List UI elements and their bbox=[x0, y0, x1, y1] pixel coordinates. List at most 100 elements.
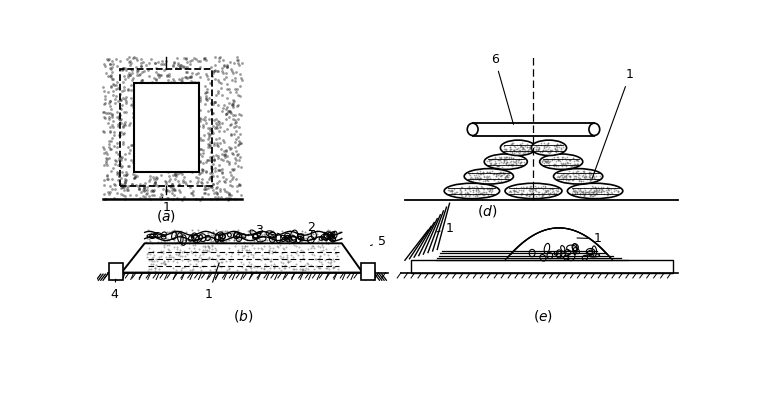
Point bbox=[584, 192, 596, 198]
Point bbox=[540, 148, 553, 155]
Point bbox=[172, 160, 184, 166]
Point bbox=[579, 126, 591, 133]
Point bbox=[526, 143, 538, 150]
Point bbox=[297, 251, 309, 258]
Point bbox=[540, 158, 553, 165]
Point bbox=[490, 263, 502, 270]
Point bbox=[321, 240, 334, 246]
Point bbox=[507, 158, 519, 164]
Point bbox=[587, 193, 599, 199]
Point bbox=[198, 132, 211, 138]
Point bbox=[147, 93, 160, 100]
Point bbox=[106, 69, 119, 76]
Point bbox=[101, 172, 113, 178]
Point bbox=[99, 196, 111, 202]
Point bbox=[214, 135, 226, 141]
Point bbox=[223, 178, 236, 185]
Point bbox=[136, 76, 148, 83]
Point bbox=[241, 237, 253, 244]
Point bbox=[513, 186, 525, 193]
Point bbox=[484, 157, 496, 164]
Point bbox=[119, 72, 131, 79]
Point bbox=[181, 112, 193, 119]
Point bbox=[264, 244, 276, 251]
Point bbox=[471, 185, 483, 192]
Point bbox=[207, 140, 220, 146]
Point bbox=[580, 174, 592, 181]
Point bbox=[116, 274, 128, 280]
Point bbox=[150, 256, 162, 262]
Point bbox=[564, 174, 576, 181]
Point bbox=[366, 274, 378, 280]
Point bbox=[285, 251, 297, 258]
Point bbox=[106, 186, 119, 192]
Point bbox=[591, 189, 603, 196]
Point bbox=[412, 259, 424, 266]
Point bbox=[146, 162, 158, 168]
Point bbox=[587, 172, 599, 179]
Point bbox=[227, 112, 239, 119]
Point bbox=[257, 254, 269, 261]
Point bbox=[521, 143, 533, 150]
Point bbox=[424, 266, 436, 273]
Point bbox=[251, 263, 263, 270]
Point bbox=[556, 153, 568, 160]
Point bbox=[524, 192, 536, 199]
Point bbox=[154, 102, 166, 108]
Point bbox=[138, 188, 150, 194]
Point bbox=[117, 131, 129, 138]
Point bbox=[98, 113, 110, 120]
Point bbox=[205, 148, 217, 155]
Point bbox=[612, 188, 624, 195]
Point bbox=[557, 176, 569, 183]
Point bbox=[146, 192, 158, 198]
Point bbox=[567, 155, 579, 161]
Point bbox=[196, 168, 208, 175]
Point bbox=[593, 188, 605, 195]
Point bbox=[480, 185, 492, 191]
Point bbox=[211, 183, 223, 190]
Point bbox=[545, 262, 557, 269]
Point bbox=[192, 227, 204, 234]
Point bbox=[488, 171, 500, 178]
Point bbox=[239, 234, 251, 240]
Point bbox=[574, 191, 586, 197]
Point bbox=[163, 251, 176, 258]
Point bbox=[574, 190, 586, 197]
Point bbox=[230, 136, 242, 143]
Point bbox=[566, 176, 578, 183]
Point bbox=[158, 238, 170, 244]
Point bbox=[521, 192, 533, 198]
Point bbox=[157, 83, 169, 90]
Point bbox=[562, 171, 575, 177]
Point bbox=[555, 146, 567, 153]
Point bbox=[173, 232, 185, 239]
Point bbox=[217, 151, 229, 157]
Point bbox=[111, 263, 123, 270]
Point bbox=[509, 188, 521, 194]
Point bbox=[174, 93, 186, 100]
Point bbox=[114, 58, 126, 64]
Point bbox=[196, 256, 208, 263]
Point bbox=[110, 269, 122, 275]
Point bbox=[147, 249, 159, 255]
Point bbox=[553, 157, 565, 163]
Point bbox=[105, 146, 117, 153]
Point bbox=[199, 114, 211, 121]
Point bbox=[520, 261, 532, 268]
Point bbox=[324, 228, 336, 235]
Point bbox=[207, 186, 220, 193]
Point bbox=[570, 168, 582, 175]
Point bbox=[144, 231, 156, 238]
Point bbox=[145, 143, 157, 150]
Point bbox=[546, 156, 559, 162]
Point bbox=[226, 101, 238, 108]
Point bbox=[202, 229, 214, 236]
Point bbox=[310, 256, 322, 262]
Point bbox=[218, 152, 230, 158]
Point bbox=[548, 153, 560, 160]
Point bbox=[182, 127, 194, 134]
Point bbox=[499, 123, 511, 130]
Point bbox=[268, 261, 280, 267]
Point bbox=[103, 110, 115, 117]
